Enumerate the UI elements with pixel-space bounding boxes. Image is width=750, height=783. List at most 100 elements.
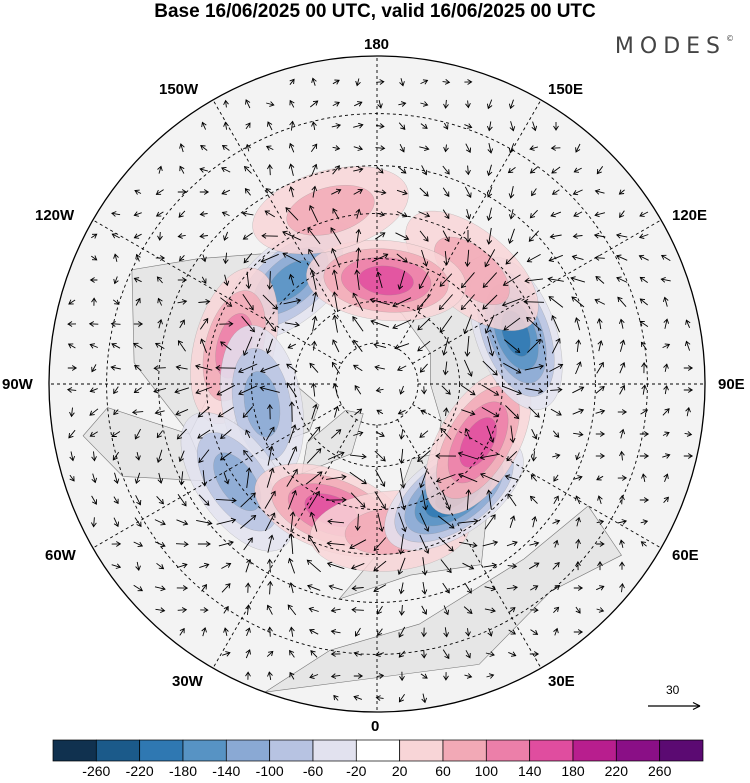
wind-arrow [550, 145, 561, 151]
wind-arrow [69, 451, 76, 462]
wind-arrow [267, 580, 273, 595]
wind-arrow [327, 518, 345, 525]
wind-arrow [443, 99, 449, 109]
wind-arrow [91, 255, 98, 261]
wind-arrow [460, 384, 476, 396]
wind-arrow [572, 189, 583, 196]
wind-arrow [619, 539, 625, 548]
wind-arrow [481, 407, 499, 418]
wind-arrow [508, 651, 517, 657]
wind-arrow [308, 606, 319, 613]
wind-arrow [266, 604, 273, 615]
wind-arrow [288, 142, 295, 153]
wind-arrow [244, 188, 251, 196]
wind-arrow [552, 519, 561, 525]
wind-arrow [531, 515, 538, 528]
wind-arrow [419, 363, 428, 373]
wind-arrow [245, 271, 252, 290]
wind-arrow [508, 629, 517, 635]
wind-arrow [486, 227, 493, 245]
wind-arrow [376, 673, 385, 679]
wind-arrow [157, 318, 163, 329]
wind-arrow [311, 121, 317, 130]
wind-arrow [465, 100, 471, 109]
wind-arrow [353, 166, 364, 173]
wind-arrow [153, 365, 166, 371]
wind-arrow [421, 650, 427, 659]
wind-arrow [309, 269, 317, 290]
wind-arrow [177, 233, 186, 239]
reference-vector-arrowhead [692, 701, 701, 711]
wind-arrow [111, 431, 121, 437]
wind-arrow [264, 490, 276, 509]
wind-arrow [199, 233, 208, 239]
wind-arrow [286, 468, 298, 487]
wind-arrow [157, 472, 164, 484]
wind-arrow [420, 123, 428, 129]
wind-arrow [552, 561, 560, 570]
wind-arrow [156, 562, 165, 570]
wind-arrow [397, 557, 406, 575]
wind-arrow [440, 427, 452, 440]
wind-arrow [154, 409, 165, 416]
wind-arrow [154, 541, 166, 548]
wind-arrow [133, 387, 142, 393]
wind-arrow [352, 315, 364, 332]
wind-vectors [66, 77, 694, 704]
wind-arrow [201, 584, 208, 592]
wind-arrow [507, 563, 518, 569]
wind-arrow [619, 339, 626, 352]
wind-arrow [530, 607, 539, 613]
wind-arrow [375, 431, 385, 437]
wind-arrow [638, 233, 649, 239]
wind-arrow [550, 211, 562, 218]
wind-arrow [377, 99, 383, 109]
wind-arrow [217, 406, 234, 418]
wind-arrow [662, 296, 669, 307]
wind-arrow [464, 582, 472, 594]
wind-arrow [663, 318, 670, 329]
wind-arrow [91, 495, 97, 505]
wind-arrow [435, 474, 456, 483]
wind-arrow [157, 165, 163, 174]
wind-arrow [311, 163, 318, 176]
wind-arrow [460, 272, 475, 289]
wind-arrow [215, 365, 237, 371]
wind-arrow [175, 364, 188, 371]
wind-arrow [505, 251, 519, 265]
wind-arrow [218, 540, 234, 547]
wind-arrow [573, 629, 584, 635]
wind-arrow [398, 534, 404, 555]
wind-arrow [504, 474, 519, 481]
wind-arrow [530, 451, 537, 462]
wind-arrow [502, 274, 521, 286]
wind-arrow [394, 343, 410, 350]
wind-arrow [660, 276, 671, 283]
wind-arrow [111, 541, 122, 547]
wind-arrow [508, 209, 515, 220]
wind-arrow [355, 78, 361, 87]
wind-arrow [551, 337, 561, 354]
wind-arrow [197, 406, 210, 418]
colorbar-tick-label: -60 [302, 763, 324, 779]
wind-arrow [289, 78, 295, 85]
wind-arrow [67, 321, 77, 327]
wind-arrow [377, 512, 385, 533]
wind-arrow [178, 210, 186, 218]
wind-arrow [421, 386, 427, 395]
wind-arrow [683, 387, 694, 393]
wind-arrow [353, 695, 363, 701]
wind-arrow [548, 296, 564, 308]
wind-arrow [288, 626, 295, 637]
wind-arrow [639, 497, 650, 503]
wind-arrow [267, 164, 273, 176]
wind-arrow [550, 387, 563, 393]
wind-arrow [350, 562, 365, 570]
wind-arrow [420, 673, 428, 679]
wind-arrow [245, 467, 252, 488]
wind-arrow [332, 314, 339, 333]
wind-arrow [111, 233, 120, 239]
wind-arrow [440, 559, 452, 574]
wind-arrow [417, 340, 431, 352]
colorbar-swatch [572, 739, 617, 762]
